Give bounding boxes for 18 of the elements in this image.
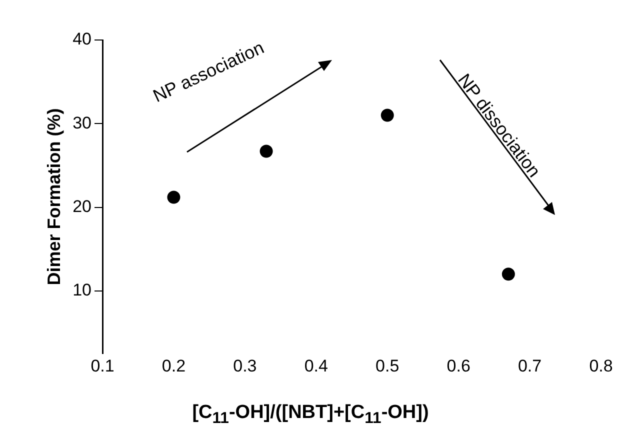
point (380, 108, 394, 122)
point (260, 144, 273, 158)
x-tick-label: 0.8 (589, 356, 613, 376)
y-axis-title: Dimer Formation (%) (44, 108, 64, 286)
x-tick-label: 0.2 (162, 356, 186, 376)
x-tick-label: 0.1 (90, 356, 114, 376)
point (502, 268, 515, 281)
y-tick-label: 10 (72, 280, 92, 300)
x-tick-label: 0.7 (518, 356, 542, 376)
y-tick-label: 20 (72, 196, 92, 216)
x-tick-label: 0.4 (304, 356, 328, 376)
x-tick-label: 0.5 (376, 356, 400, 376)
point (167, 190, 180, 204)
x-axis-title: [C$_{11}$-OH]/([NBT]+[C$_{11}$-OH]) (191, 402, 430, 428)
y-tick-label: 40 (72, 30, 92, 49)
x-tick-label: 0.6 (446, 356, 470, 376)
y-tick-label: 30 (72, 113, 92, 132)
x-tick-label: 0.3 (233, 356, 257, 376)
